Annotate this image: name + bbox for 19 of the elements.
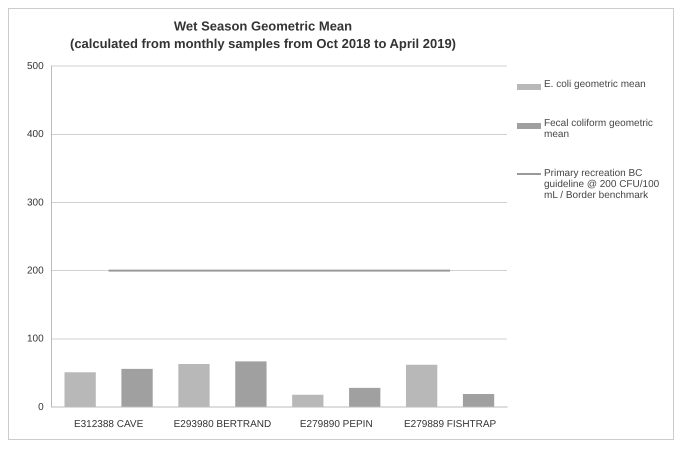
y-tick-label: 200 xyxy=(26,265,44,276)
y-tick-label: 500 xyxy=(26,60,44,72)
x-tick-label: E293980 BERTRAND xyxy=(174,418,272,430)
x-tick-label: E279890 PEPIN xyxy=(300,418,373,430)
y-tick-label: 100 xyxy=(26,334,44,345)
y-tick-label: 300 xyxy=(26,197,44,208)
legend-label: Fecal coliform geometric mean xyxy=(544,118,654,140)
bar xyxy=(349,388,380,406)
y-tick-label: 400 xyxy=(26,129,44,140)
bar xyxy=(235,361,267,406)
legend-label: E. coli geometric mean xyxy=(544,79,646,90)
bar xyxy=(121,368,153,406)
chart-subtitle: (calculated from monthly samples from Oct 2018 to April 2019) xyxy=(70,36,456,51)
x-tick-label: E279889 FISHTRAP xyxy=(404,418,497,430)
x-tick-label: E312388 CAVE xyxy=(74,418,144,430)
bar xyxy=(462,394,494,406)
chart-title: Wet Season Geometric Mean xyxy=(174,18,352,34)
legend-label: Primary recreation BC guideline @ 200 CFU/100 mL / Border benchmark xyxy=(544,168,660,201)
y-tick-label: 0 xyxy=(38,402,44,413)
